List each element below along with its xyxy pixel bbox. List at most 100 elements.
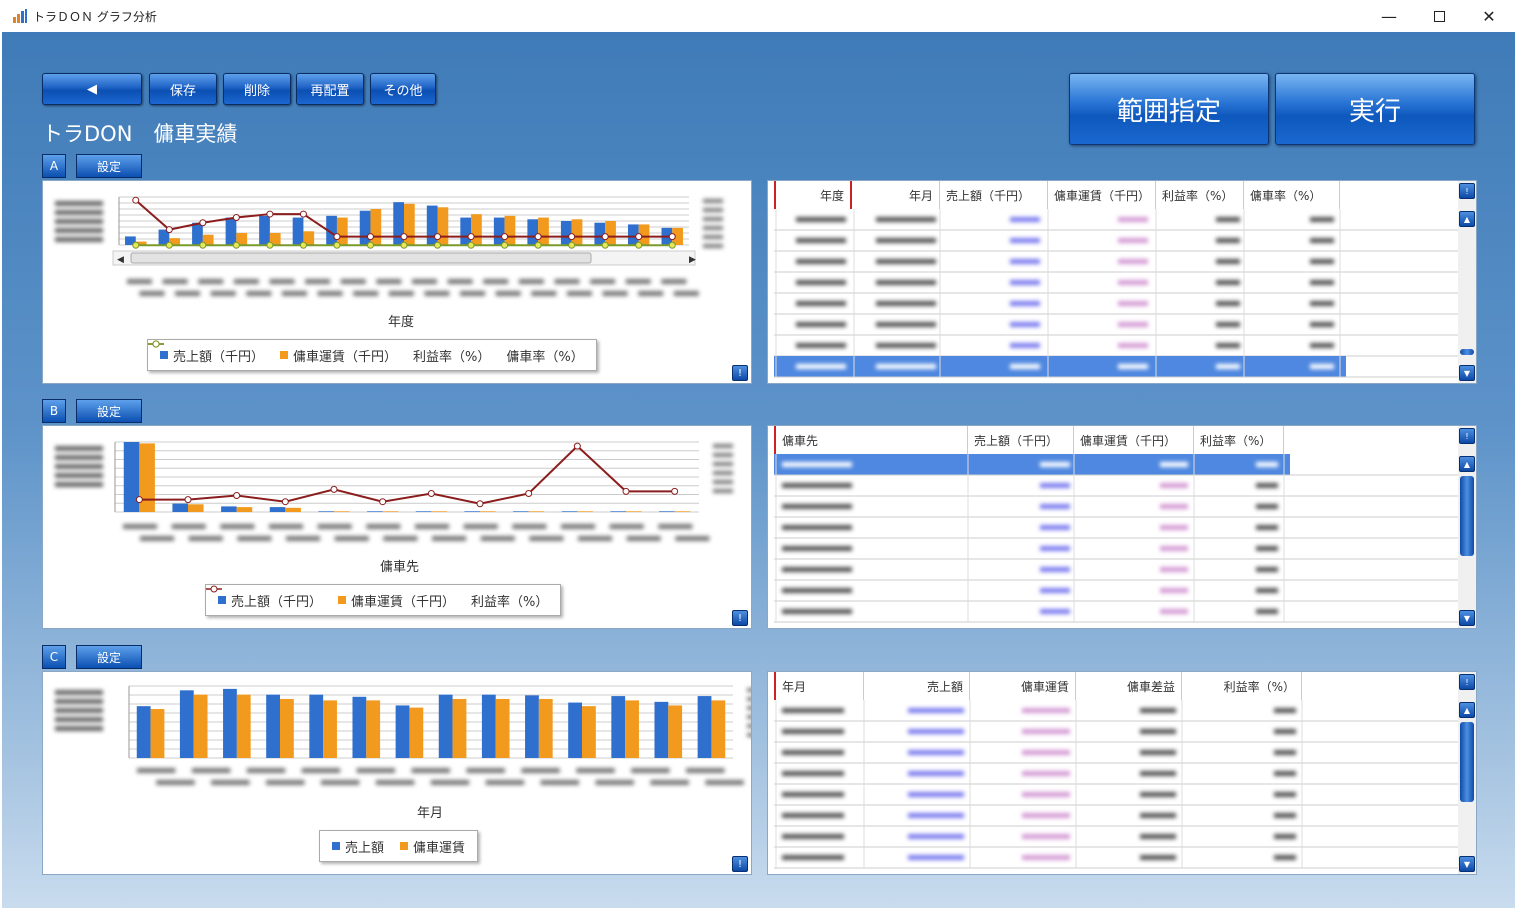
- line-point: [601, 241, 609, 249]
- bar: [525, 695, 539, 758]
- grid-c-header-profit[interactable]: 利益率（%）: [1182, 672, 1302, 700]
- table-row: [782, 855, 1296, 860]
- table-row: [782, 567, 1278, 572]
- bar: [611, 696, 626, 758]
- page-title: トラDON 傭車実績: [42, 122, 238, 146]
- scroll-down-icon[interactable]: ▼: [1459, 365, 1475, 381]
- bar: [236, 233, 248, 245]
- bar: [561, 511, 578, 512]
- scroll-thumb[interactable]: [1460, 476, 1474, 556]
- grid-a: 年度 年月 売上額（千円） 傭車運賃（千円） 利益率（%） 傭車率（%） ! ▲…: [767, 180, 1477, 384]
- minimize-button[interactable]: —: [1366, 0, 1412, 32]
- bar: [188, 504, 204, 512]
- chart-b-info-icon[interactable]: !: [732, 610, 748, 626]
- grid-a-header-year[interactable]: 年度: [776, 181, 852, 209]
- chart-c-legend: 売上額 傭車運賃: [319, 830, 479, 862]
- grid-c-rows: [774, 700, 1458, 869]
- bar: [367, 511, 383, 512]
- grid-a-header-sales[interactable]: 売上額（千円）: [940, 181, 1048, 209]
- line-point: [233, 492, 241, 500]
- chart-a-info-icon[interactable]: !: [732, 365, 748, 381]
- line-point: [366, 241, 374, 249]
- scroll-up-icon[interactable]: ▲: [1459, 702, 1475, 718]
- chart-a: ◀ ▶: [55, 196, 723, 296]
- bar: [513, 511, 529, 512]
- line-point: [434, 233, 442, 241]
- bar: [538, 698, 553, 758]
- grid-a-header-month[interactable]: 年月: [854, 181, 940, 209]
- legend-item: 売上額: [332, 837, 384, 856]
- execute-button[interactable]: 実行: [1275, 73, 1475, 145]
- scroll-up-icon[interactable]: ▲: [1459, 211, 1475, 227]
- bar: [495, 698, 510, 758]
- section-c-settings-button[interactable]: 設定: [76, 645, 142, 669]
- chart-a-panel: ◀ ▶ 年度 売上額（千円） 傭車運賃（千円） 利益率（%） 傭車率（%） !: [42, 180, 752, 384]
- grid-b-info-icon[interactable]: !: [1459, 428, 1475, 444]
- delete-button[interactable]: 削除: [223, 73, 291, 105]
- grid-b-header-sales[interactable]: 売上額（千円）: [968, 426, 1074, 454]
- table-row: [782, 813, 1296, 818]
- selected-row: [774, 454, 1290, 475]
- maximize-button[interactable]: [1416, 0, 1462, 32]
- legend-item: 売上額（千円）: [160, 346, 264, 365]
- bar: [172, 503, 188, 512]
- bar: [460, 217, 472, 245]
- grid-a-scrollbar[interactable]: ! ▲ ▼: [1458, 181, 1476, 383]
- scroll-left-icon: ◀: [117, 255, 124, 265]
- grid-a-info-icon[interactable]: !: [1459, 183, 1475, 199]
- grid-c-header-margin[interactable]: 傭車差益: [1076, 672, 1182, 700]
- scroll-thumb[interactable]: [1460, 349, 1474, 355]
- scroll-down-icon[interactable]: ▼: [1459, 610, 1475, 626]
- line-point: [671, 487, 679, 495]
- bar: [285, 507, 301, 512]
- bar: [179, 690, 194, 758]
- grid-a-header-profit[interactable]: 利益率（%）: [1156, 181, 1244, 209]
- table-row: [796, 238, 1334, 243]
- grid-c-header-fare[interactable]: 傭車運賃: [970, 672, 1076, 700]
- grid-b-header-fare[interactable]: 傭車運賃（千円）: [1074, 426, 1194, 454]
- section-b-settings-button[interactable]: 設定: [76, 399, 142, 423]
- grid-c-header-month[interactable]: 年月: [776, 672, 864, 700]
- bar: [318, 511, 334, 512]
- rearrange-button[interactable]: 再配置: [296, 73, 364, 105]
- line-point: [501, 241, 509, 249]
- x-tick-labels: [123, 524, 710, 541]
- chart-c-info-icon[interactable]: !: [732, 856, 748, 872]
- line-point: [601, 233, 609, 241]
- bar: [480, 511, 496, 512]
- other-button[interactable]: その他: [370, 73, 436, 105]
- grid-c-info-icon[interactable]: !: [1459, 674, 1475, 690]
- title-bar: トラＤＯＮ グラフ分析 — ✕: [0, 0, 1517, 32]
- line-point: [330, 485, 338, 493]
- bar: [225, 217, 237, 245]
- window-title: トラＤＯＮ グラフ分析: [33, 10, 157, 24]
- table-row: [782, 792, 1296, 797]
- bar: [404, 203, 415, 245]
- line-point: [333, 241, 341, 249]
- bar: [266, 694, 280, 758]
- bar: [668, 705, 683, 758]
- grid-a-header-ratio[interactable]: 傭車率（%）: [1244, 181, 1340, 209]
- scroll-thumb[interactable]: [1460, 722, 1474, 802]
- bar: [192, 222, 203, 245]
- scroll-down-icon[interactable]: ▼: [1459, 856, 1475, 872]
- grid-b-header-profit[interactable]: 利益率（%）: [1194, 426, 1284, 454]
- save-button[interactable]: 保存: [149, 73, 217, 105]
- grid-b-scrollbar[interactable]: ! ▲ ▼: [1458, 426, 1476, 628]
- line-point: [427, 489, 435, 497]
- grid-b-header-carrier[interactable]: 傭車先: [776, 426, 968, 454]
- back-button[interactable]: ◀: [42, 73, 142, 105]
- table-row: [782, 771, 1296, 776]
- scroll-up-icon[interactable]: ▲: [1459, 456, 1475, 472]
- grid-c-scrollbar[interactable]: ! ▲ ▼: [1458, 672, 1476, 874]
- grid-a-header-fare[interactable]: 傭車運賃（千円）: [1048, 181, 1156, 209]
- grid-c-header-sales[interactable]: 売上額: [864, 672, 970, 700]
- section-a-settings-button[interactable]: 設定: [76, 154, 142, 178]
- range-select-button[interactable]: 範囲指定: [1069, 73, 1269, 145]
- line-point: [199, 241, 207, 249]
- bar: [269, 507, 286, 512]
- bar: [236, 507, 253, 512]
- close-button[interactable]: ✕: [1466, 0, 1512, 32]
- bar: [326, 215, 337, 245]
- table-row: [782, 462, 1278, 467]
